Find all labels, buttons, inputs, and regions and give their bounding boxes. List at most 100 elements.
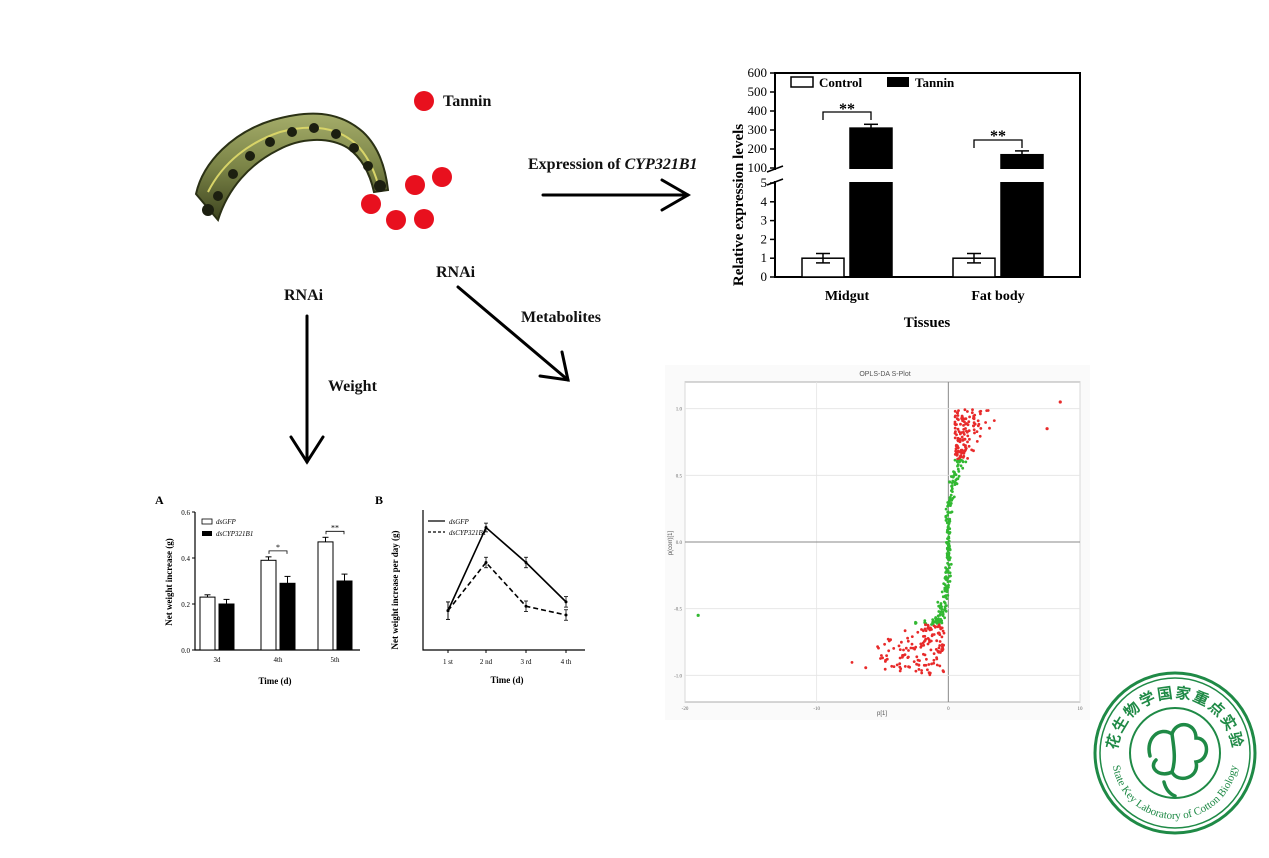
tannin-dot xyxy=(414,209,434,229)
line-dsGFP xyxy=(447,526,567,611)
splot-point xyxy=(948,566,951,570)
splot-point xyxy=(954,447,958,450)
significance-bracket xyxy=(268,550,288,554)
splot-point xyxy=(887,639,891,643)
splot-point xyxy=(937,604,941,608)
panel-b-xlabel: Time (d) xyxy=(490,675,523,685)
panel-a-ticks: 0.0 0.2 0.4 0.6 3d 4th 5th xyxy=(181,509,340,664)
splot-point xyxy=(946,558,950,561)
splot-point xyxy=(953,409,957,413)
splot-point xyxy=(947,500,951,504)
y-tick-label: 100 xyxy=(748,160,768,175)
splot-point xyxy=(946,537,949,540)
panel-a-legend-cyp: dsCYP321B1 xyxy=(216,530,253,538)
splot-point xyxy=(952,470,955,473)
splot-point xyxy=(938,633,942,637)
splot-point xyxy=(850,661,854,664)
splot-point xyxy=(887,649,891,653)
legend-tannin: Tannin xyxy=(915,75,955,90)
splot-point xyxy=(947,551,951,555)
axis-break-gap xyxy=(763,170,779,181)
splot-point xyxy=(967,444,971,448)
expression-label: Expression of CYP321B1 xyxy=(528,156,698,174)
splot-point xyxy=(900,640,903,644)
expression-sig-fatbody: ** xyxy=(990,128,1006,145)
splot-outlier xyxy=(696,613,700,617)
splot-point xyxy=(864,666,868,670)
point-dsCYP321B1 xyxy=(446,609,450,613)
expression-marks xyxy=(801,111,1044,278)
significance-bracket xyxy=(822,111,872,120)
splot-point xyxy=(942,600,946,604)
x-tick-label: 1 st xyxy=(443,658,453,666)
splot-point xyxy=(909,646,913,650)
splot-point xyxy=(962,433,966,436)
splot-point xyxy=(876,645,879,648)
splot-point xyxy=(957,470,961,473)
splot-point xyxy=(915,662,918,666)
point-dsCYP321B1 xyxy=(484,561,488,564)
expression-legend: Control Tannin xyxy=(790,75,955,90)
splot-point xyxy=(903,665,907,668)
splot-point xyxy=(881,656,884,660)
splot-point xyxy=(937,623,941,627)
splot-point xyxy=(916,658,920,662)
y-tick-label: 1 xyxy=(761,250,768,265)
splot-point xyxy=(944,566,947,570)
splot-point xyxy=(883,642,886,646)
expression-ylabel: Relative expression levels xyxy=(731,124,747,286)
expression-cat-fatbody: Fat body xyxy=(971,289,1024,304)
x-tick-label: -10 xyxy=(813,707,820,712)
splot-point xyxy=(958,450,962,454)
splot-point xyxy=(956,411,959,415)
splot-point xyxy=(953,458,957,462)
splot-point xyxy=(946,504,949,508)
splot-point xyxy=(937,610,941,613)
splot-point xyxy=(937,617,940,620)
splot-point xyxy=(967,429,971,433)
splot-point xyxy=(984,421,987,424)
splot-point xyxy=(922,643,926,647)
splot-point xyxy=(938,644,942,647)
splot-point xyxy=(953,483,957,486)
splot-point xyxy=(924,637,928,641)
logo-seal: 棉花生物学国家重点实验室 State Key Laboratory of Cot… xyxy=(1090,668,1257,835)
y-tick-label: 0.0 xyxy=(676,541,683,546)
splot-point xyxy=(951,497,955,500)
y-tick-label: 300 xyxy=(748,122,768,137)
splot-point xyxy=(934,648,938,651)
splot-point xyxy=(955,453,959,457)
bar-dsCYP321B1 xyxy=(279,582,296,651)
splot-point xyxy=(903,653,907,656)
splot-point xyxy=(920,669,923,672)
cotton-icon xyxy=(1147,723,1209,798)
splot-ylabel: p(corr)[1] xyxy=(668,531,674,556)
splot-point xyxy=(926,642,930,646)
panel-b-ylabel: Net weight increase per day (g) xyxy=(390,531,400,650)
splot-point xyxy=(941,610,945,614)
splot-point xyxy=(935,663,939,667)
splot-point xyxy=(880,654,883,657)
splot-point xyxy=(929,648,933,652)
splot-point xyxy=(914,620,917,624)
splot-point xyxy=(910,635,914,638)
x-tick-label: 10 xyxy=(1078,707,1084,712)
splot-point xyxy=(947,563,951,567)
splot-point xyxy=(942,631,946,635)
splot-point xyxy=(947,526,950,530)
splot-point xyxy=(966,434,970,438)
splot-point xyxy=(924,663,928,667)
y-tick-label: 200 xyxy=(748,141,768,156)
splot-point xyxy=(895,663,899,667)
splot-point xyxy=(934,616,938,619)
y-tick-label: 0.5 xyxy=(676,474,683,479)
splot-point xyxy=(945,585,949,588)
splot-point xyxy=(945,587,949,591)
splot-point xyxy=(948,574,951,578)
splot-point xyxy=(926,627,930,630)
splot-point xyxy=(976,419,980,423)
splot-point xyxy=(922,635,925,638)
expression-xlabel: Tissues xyxy=(904,315,951,331)
splot-point xyxy=(953,431,957,435)
splot-point xyxy=(927,671,931,675)
